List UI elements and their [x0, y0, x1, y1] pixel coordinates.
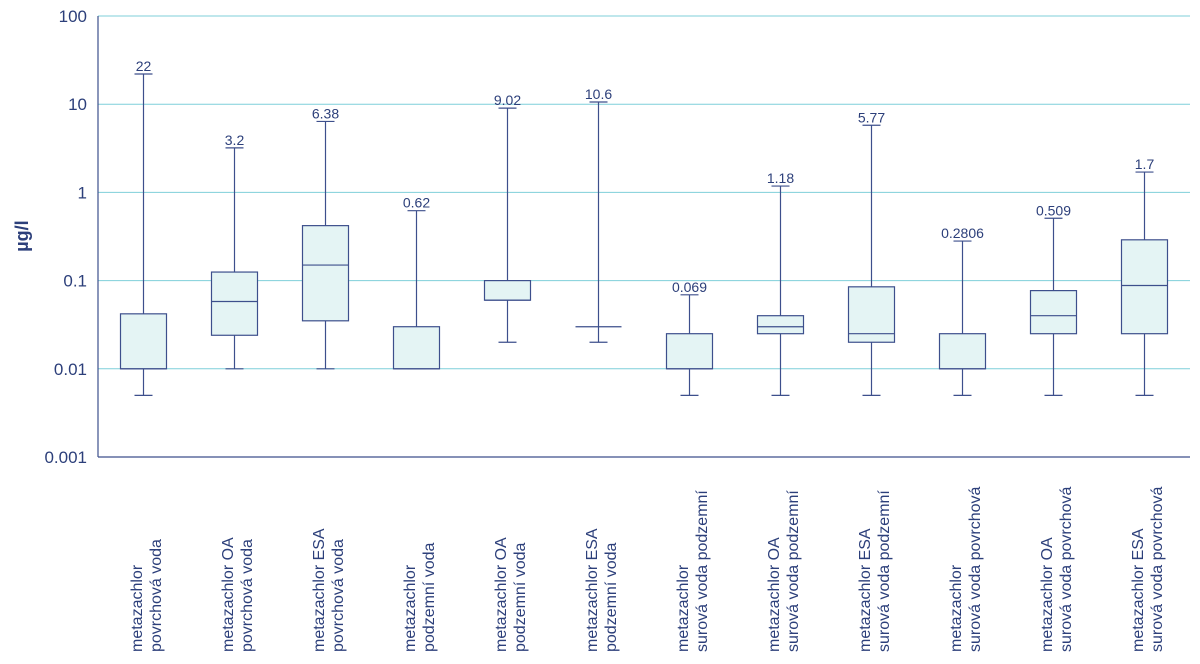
x-category-label-line: surová voda povrchová	[1149, 486, 1166, 652]
box-11: 0.509	[1029, 202, 1078, 396]
max-value-label: 3.2	[225, 132, 245, 148]
x-category-label: metazachlor ESA surová voda povrchová	[1130, 486, 1166, 652]
max-value-label: 0.069	[672, 279, 707, 295]
x-category-label-line: povrchová voda	[148, 539, 165, 652]
y-tick-label: 1	[78, 183, 87, 202]
x-category-label-line: metazachlor ESA	[584, 528, 601, 652]
x-category-label-line: surová voda povrchová	[967, 486, 984, 652]
x-category-label-line: surová voda podzemní	[876, 490, 893, 652]
iqr-box	[1029, 290, 1078, 335]
box-12: 1.7	[1120, 156, 1169, 396]
x-category-label-line: metazachlor ESA	[857, 528, 874, 652]
x-category-label: metazachlor ESA povrchová voda	[311, 528, 347, 652]
x-category-label-line: metazachlor OA	[220, 537, 237, 652]
iqr-box	[301, 225, 350, 322]
iqr-box	[483, 280, 532, 301]
y-tick-label: 0.001	[44, 448, 87, 467]
x-category-label-line: metazachlor	[675, 564, 692, 652]
x-category-label-line: podzemní voda	[603, 542, 620, 652]
x-category-label-line: povrchová voda	[330, 539, 347, 652]
x-category-label-line: povrchová voda	[239, 539, 256, 652]
x-category-label: metazachlor surová voda podzemní	[675, 490, 711, 652]
iqr-box	[119, 313, 168, 370]
box-10: 0.2806	[938, 225, 987, 396]
max-value-label: 22	[136, 58, 152, 74]
y-tick-label: 0.01	[54, 360, 87, 379]
y-axis-label: µg/l	[12, 220, 32, 251]
iqr-box	[665, 333, 714, 370]
max-value-label: 1.18	[767, 170, 794, 186]
box-6: 10.6	[575, 86, 622, 343]
x-category-label-line: podzemní voda	[512, 542, 529, 652]
x-category-label-line: surová voda podzemní	[785, 490, 802, 652]
box-5: 9.02	[483, 92, 532, 343]
box-9: 5.77	[847, 109, 896, 396]
x-category-label: metazachlor povrchová voda	[129, 539, 165, 652]
gridlines	[98, 15, 1190, 370]
x-category-label: metazachlor OA podzemní voda	[493, 537, 529, 652]
x-category-label-line: metazachlor	[402, 564, 419, 652]
iqr-box	[392, 326, 441, 370]
iqr-box	[210, 271, 259, 336]
boxes: 22 3.2 6.38 0.62 9.02 10.6 0.069 1.18 5.77 0.2806…	[119, 58, 1169, 396]
y-tick-label: 10	[68, 95, 87, 114]
x-category-label: metazachlor ESA surová voda podzemní	[857, 490, 893, 652]
x-category-label-line: podzemní voda	[421, 542, 438, 652]
iqr-box	[756, 315, 805, 335]
x-category-label: metazachlor podzemní voda	[402, 542, 438, 652]
x-category-label: metazachlor ESA podzemní voda	[584, 528, 620, 652]
box-8: 1.18	[756, 170, 805, 396]
max-value-label: 9.02	[494, 92, 521, 108]
box-3: 6.38	[301, 105, 350, 370]
x-category-label-line: metazachlor OA	[1039, 537, 1056, 652]
y-tick-label: 0.1	[63, 272, 87, 291]
x-category-label-line: metazachlor OA	[766, 537, 783, 652]
x-category-label-line: metazachlor	[948, 564, 965, 652]
box-7: 0.069	[665, 279, 714, 396]
x-category-label: metazachlor OA surová voda povrchová	[1039, 486, 1075, 652]
iqr-box	[847, 286, 896, 343]
x-category-label-line: metazachlor ESA	[311, 528, 328, 652]
x-category-label: metazachlor OA surová voda podzemní	[766, 490, 802, 652]
box-1: 22	[119, 58, 168, 396]
box-2: 3.2	[210, 132, 259, 370]
y-axis: 100 10 1 0.1 0.01 0.001	[44, 7, 1190, 467]
x-category-labels: metazachlor povrchová voda metazachlor OA p…	[129, 486, 1166, 652]
max-value-label: 0.62	[403, 195, 430, 211]
iqr-box	[938, 333, 987, 370]
x-category-label-line: surová voda podzemní	[694, 490, 711, 652]
max-value-label: 6.38	[312, 105, 339, 121]
max-value-label: 0.2806	[941, 225, 984, 241]
max-value-label: 5.77	[858, 109, 885, 125]
x-category-label: metazachlor surová voda povrchová	[948, 486, 984, 652]
max-value-label: 10.6	[585, 86, 612, 102]
x-category-label: metazachlor OA povrchová voda	[220, 537, 256, 652]
max-value-label: 0.509	[1036, 202, 1071, 218]
iqr-box	[1120, 239, 1169, 335]
box-4: 0.62	[392, 195, 441, 370]
x-category-label-line: metazachlor OA	[493, 537, 510, 652]
x-category-label-line: surová voda povrchová	[1058, 486, 1075, 652]
max-value-label: 1.7	[1135, 156, 1155, 172]
x-category-label-line: metazachlor	[129, 564, 146, 652]
y-tick-label: 100	[59, 7, 87, 26]
x-category-label-line: metazachlor ESA	[1130, 528, 1147, 652]
